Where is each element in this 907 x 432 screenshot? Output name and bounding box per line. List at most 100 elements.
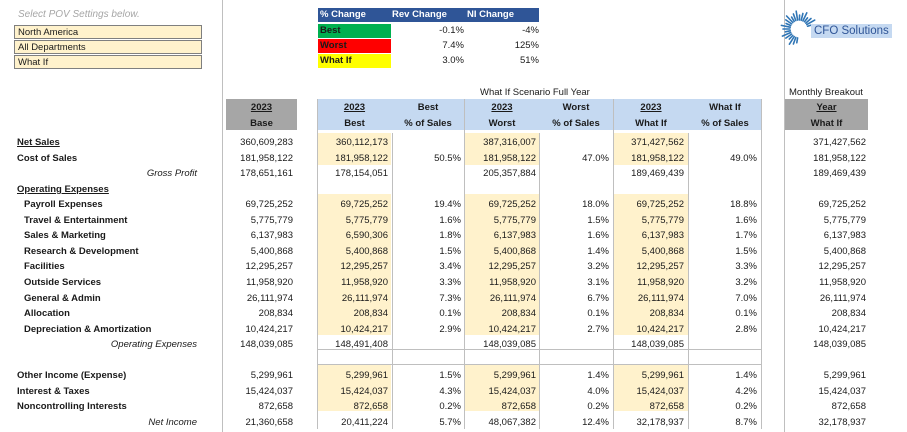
cell-worst[interactable]: 181,958,122	[483, 153, 536, 164]
cell-worst[interactable]: 12,295,257	[488, 261, 536, 272]
cell-best[interactable]: 208,834	[353, 308, 388, 319]
cell-whatif-pct: 1.6%	[735, 215, 757, 226]
cell-base: 21,360,658	[245, 417, 293, 428]
cell-monthly: 208,834	[831, 308, 866, 319]
logo-ray	[792, 13, 797, 22]
cell-best[interactable]: 5,775,779	[345, 215, 388, 226]
cell-worst[interactable]: 5,400,868	[493, 246, 536, 257]
cell-base: 69,725,252	[245, 199, 293, 210]
logo-ray	[781, 31, 792, 37]
cell-best[interactable]: 181,958,122	[335, 153, 388, 164]
cell-whatif-pct: 4.2%	[735, 386, 757, 397]
cell-whatif[interactable]: 69,725,252	[636, 199, 684, 210]
legend-row-label: What If	[318, 54, 391, 68]
cell-whatif[interactable]: 189,469,439	[631, 168, 684, 179]
cell-worst[interactable]: 148,039,085	[483, 339, 536, 350]
row-label: Interest & Taxes	[17, 386, 90, 397]
cell-worst[interactable]: 6,137,983	[493, 230, 536, 241]
row-label: Net Sales	[17, 137, 60, 148]
cell-worst[interactable]: 387,316,007	[483, 137, 536, 148]
cell-monthly: 15,424,037	[818, 386, 866, 397]
cell-whatif[interactable]: 11,958,920	[637, 277, 684, 288]
cell-worst[interactable]: 872,658	[501, 401, 536, 412]
cell-best-pct: 1.8%	[439, 230, 461, 241]
cell-worst-pct: 3.2%	[587, 261, 609, 272]
cell-worst[interactable]: 208,834	[501, 308, 536, 319]
cell-best-pct: 7.3%	[439, 293, 461, 304]
cell-worst[interactable]: 11,958,920	[489, 277, 536, 288]
cell-best[interactable]: 872,658	[353, 401, 388, 412]
row-label: Other Income (Expense)	[17, 370, 127, 381]
cell-worst[interactable]: 205,357,884	[483, 168, 536, 179]
cell-whatif[interactable]: 872,658	[649, 401, 684, 412]
cell-best[interactable]: 15,424,037	[340, 386, 388, 397]
col-worst-pct-top: Worst	[562, 102, 590, 113]
cell-worst[interactable]: 48,067,382	[488, 417, 536, 428]
cell-whatif[interactable]: 5,299,961	[641, 370, 684, 381]
cell-worst-pct: 2.7%	[587, 324, 609, 335]
cell-best[interactable]: 178,154,051	[335, 168, 388, 179]
legend-row-label: Best	[318, 24, 391, 38]
legend-ni-change: -4%	[522, 25, 539, 36]
cell-best[interactable]: 12,295,257	[340, 261, 388, 272]
cell-best[interactable]: 20,411,224	[341, 417, 388, 428]
cell-whatif[interactable]: 26,111,974	[637, 293, 684, 304]
logo-ray	[788, 34, 794, 40]
cell-best[interactable]: 148,491,408	[335, 339, 388, 350]
cell-whatif[interactable]: 6,137,983	[641, 230, 684, 241]
cell-whatif-pct: 0.1%	[735, 308, 757, 319]
cell-whatif[interactable]: 10,424,217	[636, 324, 684, 335]
cell-worst[interactable]: 5,775,779	[493, 215, 536, 226]
cell-best[interactable]: 5,400,868	[345, 246, 388, 257]
cell-whatif[interactable]: 181,958,122	[631, 153, 684, 164]
scenario-section-title: What If Scenario Full Year	[480, 87, 590, 98]
cell-whatif[interactable]: 15,424,037	[636, 386, 684, 397]
col-monthly-sub: What If	[810, 118, 843, 129]
cell-monthly: 5,775,779	[823, 215, 866, 226]
region-selector[interactable]: North America	[14, 25, 202, 39]
cell-base: 6,137,983	[250, 230, 293, 241]
col-best-year: 2023	[343, 102, 366, 113]
cell-worst[interactable]: 10,424,217	[488, 324, 536, 335]
cell-worst[interactable]: 5,299,961	[493, 370, 536, 381]
scenario-selector[interactable]: What If	[14, 55, 202, 69]
cell-whatif-pct: 1.5%	[735, 246, 757, 257]
logo-ray	[785, 15, 794, 24]
row-label: Research & Development	[24, 246, 139, 257]
cell-worst[interactable]: 69,725,252	[488, 199, 536, 210]
row-label: Noncontrolling Interests	[17, 401, 127, 412]
cell-monthly: 32,178,937	[818, 417, 866, 428]
col-worst-pct-sub: % of Sales	[552, 118, 600, 129]
cell-best[interactable]: 360,112,173	[335, 137, 388, 148]
cell-monthly: 371,427,562	[813, 137, 866, 148]
cell-whatif[interactable]: 5,775,779	[641, 215, 684, 226]
cell-whatif[interactable]: 371,427,562	[631, 137, 684, 148]
logo-ray	[785, 22, 792, 27]
row-label: Facilities	[24, 261, 65, 272]
cell-best-pct: 0.1%	[439, 308, 461, 319]
department-selector[interactable]: All Departments	[14, 40, 202, 54]
cell-whatif[interactable]: 32,178,937	[636, 417, 684, 428]
logo-ray	[785, 33, 793, 39]
cell-worst-pct: 1.5%	[587, 215, 609, 226]
cell-best[interactable]: 69,725,252	[340, 199, 388, 210]
col-base-sub: Base	[250, 118, 273, 129]
cell-worst[interactable]: 15,424,037	[488, 386, 536, 397]
cell-worst[interactable]: 26,111,974	[489, 293, 536, 304]
cell-base: 5,299,961	[250, 370, 293, 381]
cell-whatif[interactable]: 148,039,085	[631, 339, 684, 350]
row-label: Depreciation & Amortization	[24, 324, 152, 335]
cell-best[interactable]: 5,299,961	[345, 370, 388, 381]
cell-base: 181,958,122	[240, 153, 293, 164]
cell-whatif[interactable]: 5,400,868	[641, 246, 684, 257]
legend-ni-change: 125%	[514, 40, 539, 51]
cell-best[interactable]: 6,590,306	[345, 230, 388, 241]
cell-best[interactable]: 11,958,920	[341, 277, 388, 288]
cell-best[interactable]: 10,424,217	[340, 324, 388, 335]
cell-best[interactable]: 26,111,974	[341, 293, 388, 304]
logo-ray	[790, 16, 795, 23]
cell-whatif-pct: 3.2%	[735, 277, 757, 288]
cell-whatif[interactable]: 12,295,257	[636, 261, 684, 272]
cell-whatif[interactable]: 208,834	[649, 308, 684, 319]
logo-ray	[804, 17, 812, 24]
